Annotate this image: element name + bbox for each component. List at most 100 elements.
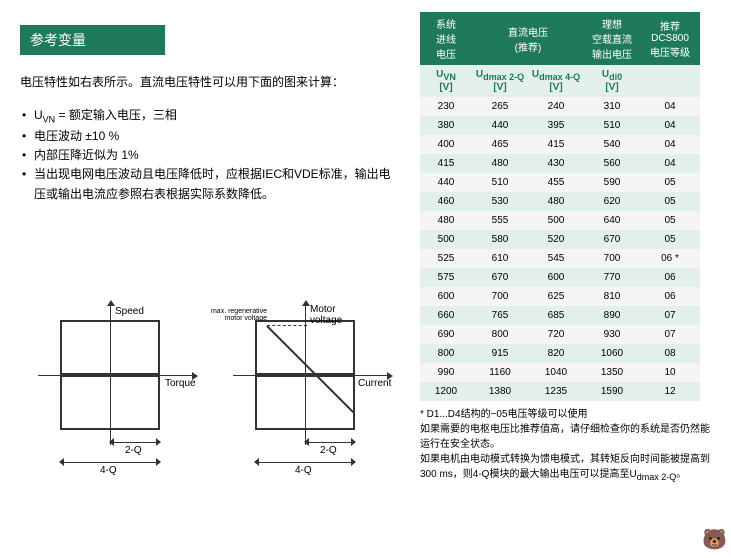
list-item: UVN = 额定输入电压，三相 [24, 106, 400, 127]
table-cell: 1350 [584, 363, 640, 382]
q4-label-1: 4-Q [100, 465, 117, 476]
list-item: 电压波动 ±10 % [24, 127, 400, 146]
table-cell: 07 [640, 306, 700, 325]
table-cell: 890 [584, 306, 640, 325]
speed-label: Speed [115, 306, 144, 317]
intro-text: 电压特性如右表所示。直流电压特性可以用下面的图来计算： [20, 73, 400, 92]
footnote-line: 如果电机由电动模式转换为馈电模式，其转矩反向时间能被提高到300 ms，则4-Q… [420, 452, 710, 485]
table-cell: 1040 [528, 363, 584, 382]
table-row: 99011601040135010 [420, 363, 700, 382]
diagrams-area: Speed Torque 2-Q 4-Q Motor voltage Curre… [30, 310, 390, 490]
sub-header-cell: Udmax 4-Q[V] [528, 65, 584, 97]
voltage-table: 系统进线电压 直流电压(推荐) 理想空载直流输出电压 推荐DCS800电压等级 … [420, 12, 700, 401]
regen-note: max. regenerative motor voltage [207, 308, 267, 322]
table-body: 2302652403100438044039551004400465415540… [420, 97, 700, 401]
table-cell: 380 [420, 116, 472, 135]
table-cell: 640 [584, 211, 640, 230]
bullet-list: UVN = 额定输入电压，三相电压波动 ±10 %内部压降近似为 1%当出现电网… [20, 106, 400, 204]
current-label: Current [358, 378, 391, 389]
q2-label-2: 2-Q [320, 445, 337, 456]
hdr-1: 系统进线电压 [420, 12, 472, 65]
table-cell: 455 [528, 173, 584, 192]
table-cell: 480 [420, 211, 472, 230]
sub-header-cell: Udmax 2-Q[V] [472, 65, 528, 97]
table-cell: 06 * [640, 249, 700, 268]
table-cell: 800 [472, 325, 528, 344]
table-cell: 440 [420, 173, 472, 192]
table-cell: 465 [472, 135, 528, 154]
table-cell: 06 [640, 268, 700, 287]
mascot-icon: 🐻 [702, 527, 727, 552]
table-row: 40046541554004 [420, 135, 700, 154]
table-cell: 10 [640, 363, 700, 382]
table-cell: 07 [640, 325, 700, 344]
q2-label-1: 2-Q [125, 445, 142, 456]
table-cell: 500 [420, 230, 472, 249]
table-row: 800915820106008 [420, 344, 700, 363]
table-cell: 990 [420, 363, 472, 382]
footnote-area: * D1...D4结构的−05电压等级可以使用如果需要的电枢电压比推荐值高，请仔… [420, 407, 710, 485]
table-row: 48055550064005 [420, 211, 700, 230]
table-cell: 690 [420, 325, 472, 344]
table-cell: 480 [528, 192, 584, 211]
table-cell: 625 [528, 287, 584, 306]
table-cell: 820 [528, 344, 584, 363]
q4-label-2: 4-Q [295, 465, 312, 476]
table-cell: 310 [584, 97, 640, 116]
table-cell: 1060 [584, 344, 640, 363]
table-cell: 265 [472, 97, 528, 116]
table-cell: 600 [528, 268, 584, 287]
table-cell: 555 [472, 211, 528, 230]
table-row: 60070062581006 [420, 287, 700, 306]
table-cell: 620 [584, 192, 640, 211]
table-row: 69080072093007 [420, 325, 700, 344]
table-cell: 04 [640, 97, 700, 116]
table-cell: 510 [584, 116, 640, 135]
table-cell: 600 [420, 287, 472, 306]
table-cell: 06 [640, 287, 700, 306]
table-row: 66076568589007 [420, 306, 700, 325]
table-cell: 765 [472, 306, 528, 325]
table-cell: 1590 [584, 382, 640, 401]
table-cell: 08 [640, 344, 700, 363]
table-cell: 04 [640, 135, 700, 154]
table-cell: 670 [472, 268, 528, 287]
table-cell: 660 [420, 306, 472, 325]
table-row: 120013801235159012 [420, 382, 700, 401]
table-cell: 1235 [528, 382, 584, 401]
table-cell: 510 [472, 173, 528, 192]
table-cell: 460 [420, 192, 472, 211]
table-cell: 05 [640, 173, 700, 192]
table-header-row: 系统进线电压 直流电压(推荐) 理想空载直流输出电压 推荐DCS800电压等级 [420, 12, 700, 65]
table-cell: 395 [528, 116, 584, 135]
section-title: 参考变量 [20, 25, 165, 55]
sub-header-cell [640, 65, 700, 97]
table-cell: 530 [472, 192, 528, 211]
table-cell: 575 [420, 268, 472, 287]
table-row: 38044039551004 [420, 116, 700, 135]
table-cell: 1200 [420, 382, 472, 401]
table-cell: 525 [420, 249, 472, 268]
table-cell: 700 [584, 249, 640, 268]
table-cell: 230 [420, 97, 472, 116]
table-cell: 05 [640, 211, 700, 230]
table-cell: 430 [528, 154, 584, 173]
table-row: 57567060077006 [420, 268, 700, 287]
table-cell: 480 [472, 154, 528, 173]
table-cell: 580 [472, 230, 528, 249]
table-subheader-row: UVN[V]Udmax 2-Q[V]Udmax 4-Q[V]Udi0[V] [420, 65, 700, 97]
table-cell: 915 [472, 344, 528, 363]
table-row: 44051045559005 [420, 173, 700, 192]
table-cell: 05 [640, 230, 700, 249]
table-cell: 810 [584, 287, 640, 306]
table-cell: 415 [528, 135, 584, 154]
sub-header-cell: UVN[V] [420, 65, 472, 97]
table-cell: 560 [584, 154, 640, 173]
table-cell: 800 [420, 344, 472, 363]
table-row: 41548043056004 [420, 154, 700, 173]
table-cell: 1380 [472, 382, 528, 401]
table-cell: 240 [528, 97, 584, 116]
table-cell: 400 [420, 135, 472, 154]
table-cell: 1160 [472, 363, 528, 382]
table-cell: 415 [420, 154, 472, 173]
